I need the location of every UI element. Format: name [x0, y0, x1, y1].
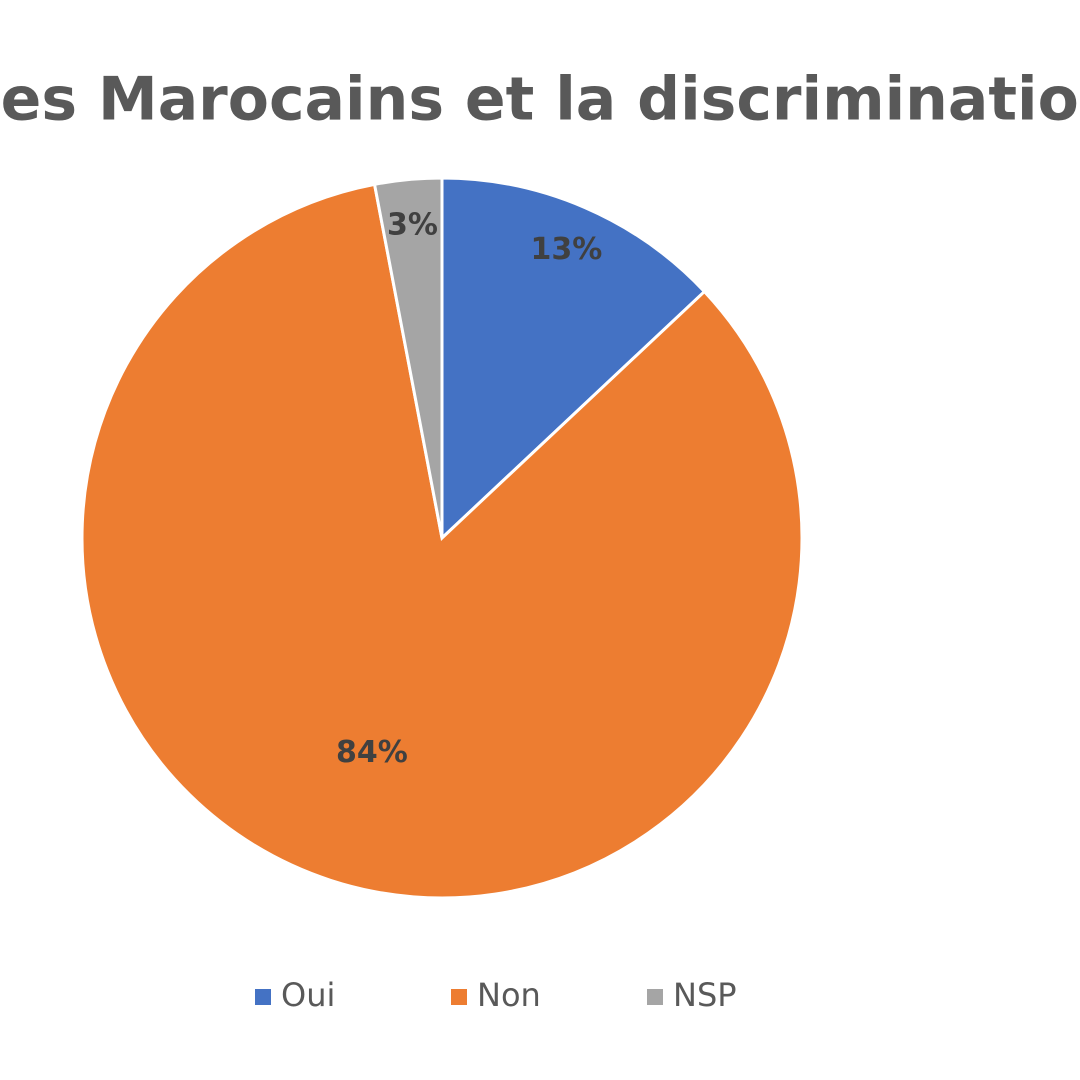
pie-slice — [440, 176, 707, 542]
legend-swatch — [451, 989, 467, 1005]
legend-swatch — [255, 989, 271, 1005]
legend-label: Non — [477, 976, 541, 1014]
data-label: 3% — [387, 208, 438, 243]
data-label: 84% — [336, 735, 408, 770]
legend-swatch — [647, 989, 663, 1005]
data-label: 13% — [530, 232, 602, 267]
legend-label: NSP — [673, 976, 737, 1014]
pie-slice — [372, 176, 444, 539]
chart-title: Les Marocains et la discrimination — [0, 65, 1080, 135]
pie-slice — [80, 182, 804, 900]
legend-label: Oui — [281, 976, 335, 1014]
